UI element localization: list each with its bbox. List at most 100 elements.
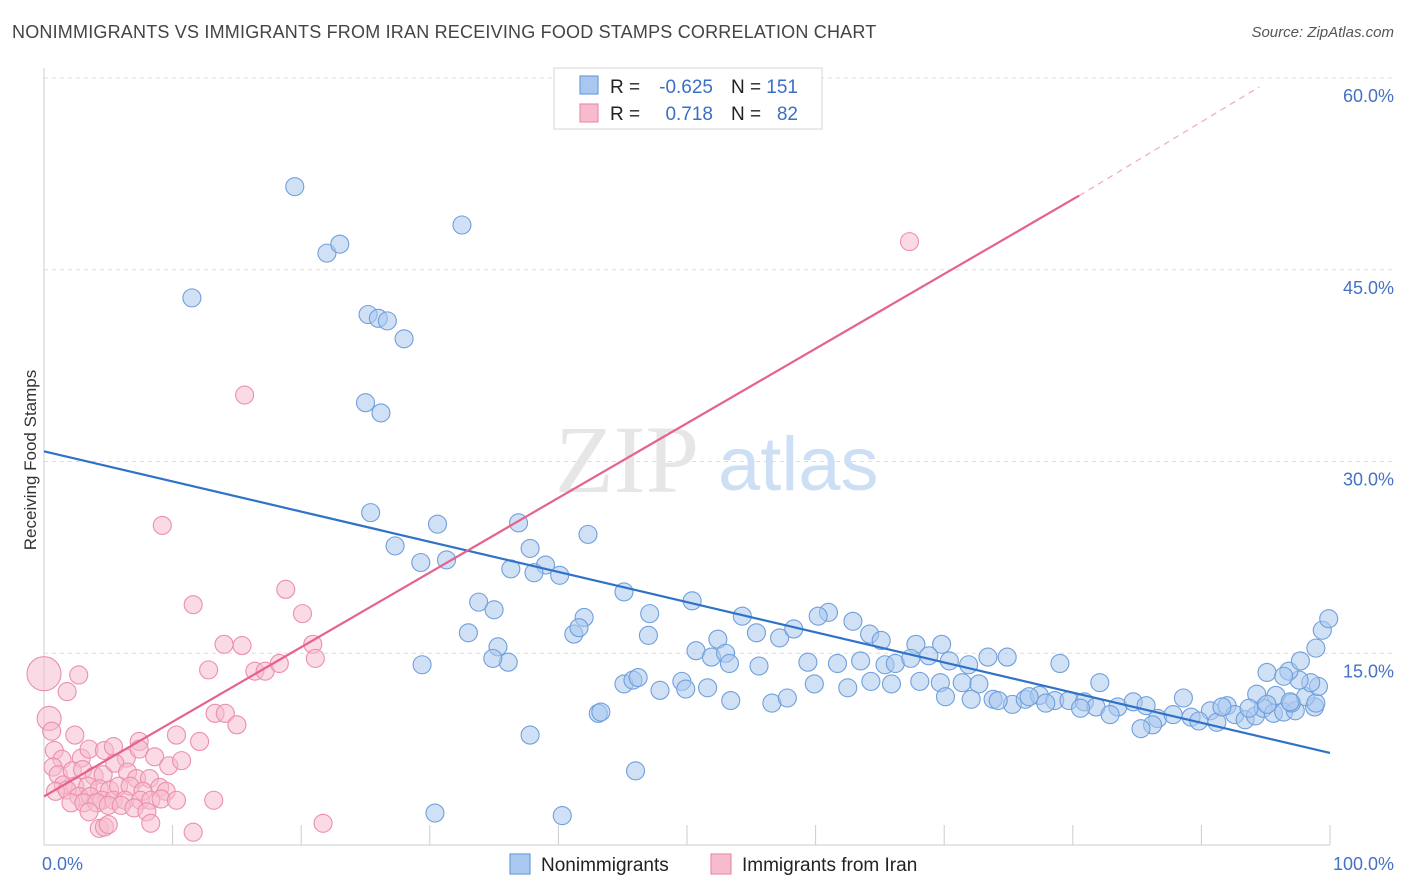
nonimmigrant-point bbox=[1306, 693, 1326, 713]
iran-immigrant-point bbox=[269, 653, 289, 674]
watermark: ZIP atlas bbox=[555, 406, 879, 513]
nonimmigrant-point bbox=[1050, 653, 1070, 674]
nonimmigrant-point bbox=[427, 514, 448, 534]
nonimmigrant-point bbox=[749, 656, 769, 676]
iran-trend-line bbox=[43, 194, 1080, 798]
nonimmigrant-point bbox=[838, 678, 858, 698]
nonimmigrant-point bbox=[355, 393, 376, 413]
iran-immigrant-point bbox=[57, 682, 77, 702]
nonimmigrant-point bbox=[910, 671, 930, 691]
nonimmigrant-point bbox=[569, 618, 589, 638]
nonimmigrant-point bbox=[827, 653, 848, 674]
stats-legend-n-label: N = bbox=[731, 77, 761, 98]
nonimmigrant-point bbox=[552, 806, 572, 826]
iran-immigrant-point bbox=[172, 751, 192, 771]
stats-legend-swatch-iran bbox=[579, 103, 599, 123]
trend-layer bbox=[43, 86, 1331, 798]
nonimmigrant-point bbox=[939, 651, 959, 671]
nonimmigrant-point bbox=[746, 623, 766, 643]
iran-immigrant-point bbox=[183, 822, 203, 842]
nonimmigrant-point bbox=[591, 702, 611, 722]
nonimmigrant-point bbox=[411, 552, 431, 573]
series-legend: Nonimmigrants Immigrants from Iran bbox=[509, 853, 917, 876]
nonimmigrant-point bbox=[770, 628, 790, 648]
nonimmigrant-point bbox=[1090, 673, 1110, 693]
iran-trend-extension bbox=[1078, 86, 1260, 197]
nonimmigrant-point bbox=[469, 592, 489, 612]
nonimmigrant-point bbox=[997, 647, 1017, 667]
nonimmigrant-point bbox=[182, 288, 202, 308]
nonimmigrant-point bbox=[721, 690, 741, 711]
stats-legend-n-value: 151 bbox=[766, 77, 798, 98]
stats-legend-r-value: 0.718 bbox=[665, 104, 713, 125]
iran-immigrant-point bbox=[166, 725, 187, 745]
nonimmigrant-point bbox=[1257, 694, 1277, 714]
watermark-zip: ZIP bbox=[555, 406, 699, 513]
x-tick-label-min: 0.0% bbox=[42, 854, 83, 874]
iran-immigrant-point bbox=[42, 721, 62, 741]
y-tick-label: 15.0% bbox=[1343, 661, 1394, 681]
nonimmigrant-point bbox=[978, 647, 998, 667]
y-tick-label: 30.0% bbox=[1343, 470, 1394, 490]
nonimmigrants-trend-line bbox=[43, 450, 1331, 755]
nonimmigrant-point bbox=[881, 674, 902, 694]
nonimmigrant-point bbox=[458, 623, 478, 643]
nonimmigrant-point bbox=[843, 611, 863, 631]
nonimmigrant-point bbox=[1070, 698, 1091, 718]
stats-legend-r-label: R = bbox=[610, 104, 640, 125]
nonimmigrant-point bbox=[698, 678, 718, 698]
series-legend-label-nonimmigrants: Nonimmigrants bbox=[541, 855, 669, 876]
nonimmigrant-point bbox=[676, 679, 696, 699]
nonimmigrant-point bbox=[1239, 698, 1259, 718]
series-legend-swatch-nonimmigrants bbox=[509, 853, 531, 875]
iran-immigrant-point bbox=[313, 813, 333, 833]
nonimmigrant-point bbox=[988, 690, 1008, 711]
nonimmigrant-point bbox=[798, 652, 818, 672]
nonimmigrant-point bbox=[1319, 609, 1339, 629]
stats-legend-swatch-nonimmigrants bbox=[579, 75, 599, 95]
nonimmigrant-point bbox=[394, 329, 414, 349]
stats-legend-r-value: -0.625 bbox=[659, 77, 713, 98]
nonimmigrant-point bbox=[935, 687, 956, 707]
nonimmigrant-point bbox=[804, 674, 824, 694]
nonimmigrant-point bbox=[932, 634, 952, 654]
iran-immigrant-point bbox=[199, 660, 219, 680]
chart-title: NONIMMIGRANTS VS IMMIGRANTS FROM IRAN RE… bbox=[12, 22, 877, 42]
iran-immigrant-point bbox=[65, 725, 85, 745]
nonimmigrant-point bbox=[861, 671, 881, 691]
nonimmigrant-point bbox=[777, 688, 797, 708]
nonimmigrant-point bbox=[520, 725, 540, 745]
nonimmigrant-point bbox=[361, 503, 381, 523]
nonimmigrant-point bbox=[851, 651, 871, 671]
y-tick-labels: 15.0% 30.0% 45.0% 60.0% bbox=[1343, 86, 1394, 681]
iran-immigrant-point bbox=[145, 747, 165, 767]
stats-legend: R = -0.625 N = 151 R = 0.718 N = 82 bbox=[553, 67, 823, 130]
iran-immigrant-point bbox=[190, 731, 210, 752]
nonimmigrant-point bbox=[952, 673, 972, 693]
nonimmigrant-point bbox=[385, 536, 405, 556]
iran-immigrant-point bbox=[204, 790, 224, 810]
iran-immigrant-point bbox=[232, 636, 252, 656]
iran-immigrant-point bbox=[183, 595, 203, 615]
nonimmigrant-point bbox=[1274, 666, 1294, 686]
stats-legend-r-label: R = bbox=[610, 77, 640, 98]
nonimmigrant-point bbox=[1100, 705, 1120, 725]
nonimmigrant-point bbox=[483, 648, 503, 668]
nonimmigrant-point bbox=[959, 655, 979, 675]
nonimmigrant-point bbox=[638, 625, 658, 645]
nonimmigrant-point bbox=[919, 646, 939, 666]
iran-immigrant-point bbox=[98, 814, 118, 835]
nonimmigrant-point bbox=[1036, 693, 1056, 713]
iran-immigrant-point bbox=[235, 385, 255, 405]
nonimmigrant-point bbox=[425, 803, 445, 823]
nonimmigrant-point bbox=[452, 215, 472, 235]
nonimmigrant-point bbox=[808, 606, 828, 626]
nonimmigrant-point bbox=[1306, 638, 1326, 658]
series-legend-swatch-iran bbox=[710, 853, 732, 875]
y-tick-label: 45.0% bbox=[1343, 278, 1394, 298]
points-layer bbox=[26, 177, 1339, 842]
nonimmigrant-point bbox=[1173, 688, 1193, 708]
nonimmigrant-point bbox=[640, 604, 660, 624]
series-legend-label-iran: Immigrants from Iran bbox=[742, 855, 917, 876]
